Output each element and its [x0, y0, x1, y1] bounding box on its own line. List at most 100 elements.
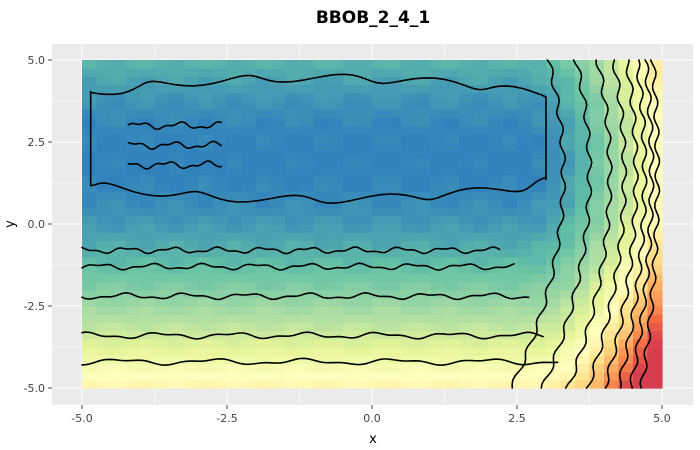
heatmap-cell	[618, 289, 634, 299]
heatmap-cell	[198, 371, 214, 381]
heatmap-cell	[604, 84, 620, 94]
heatmap-cell	[154, 347, 170, 356]
heatmap-cell	[169, 297, 185, 307]
heatmap-cell	[517, 207, 533, 217]
heatmap-cell	[314, 297, 330, 307]
heatmap-cell	[589, 76, 605, 86]
heatmap-cell	[140, 199, 156, 209]
heatmap-cell	[212, 232, 228, 241]
heatmap-cell	[227, 273, 243, 282]
heatmap-cell	[647, 207, 663, 217]
heatmap-cell	[415, 142, 431, 151]
heatmap-cell	[256, 232, 272, 241]
heatmap-cell	[328, 207, 344, 217]
contour-inner-line	[127, 121, 222, 131]
heatmap-cell	[241, 76, 257, 86]
heatmap-cell	[502, 150, 518, 159]
x-tick-label: -5.0	[71, 412, 92, 425]
heatmap-cell	[227, 199, 243, 209]
heatmap-cell	[415, 240, 431, 250]
heatmap-cell	[372, 379, 388, 389]
heatmap-cell	[401, 289, 417, 299]
heatmap-cell	[589, 207, 605, 217]
heatmap-cell	[256, 306, 272, 315]
heatmap-cell	[386, 68, 402, 77]
heatmap-cell	[357, 289, 373, 299]
heatmap-cell	[314, 199, 330, 209]
heatmap-cell	[314, 322, 330, 332]
heatmap-cell	[314, 109, 330, 118]
heatmap-cell	[328, 76, 344, 86]
heatmap-cell	[386, 191, 402, 200]
heatmap-cell	[575, 207, 591, 217]
heatmap-cell	[444, 256, 460, 266]
heatmap-cell	[82, 183, 98, 192]
heatmap-cell	[285, 265, 301, 274]
heatmap-cell	[386, 109, 402, 118]
heatmap-cell	[647, 215, 663, 225]
heatmap-cell	[299, 76, 315, 86]
heatmap-cell	[96, 68, 112, 77]
heatmap-cell	[386, 314, 402, 323]
heatmap-cell	[459, 224, 475, 233]
heatmap-cell	[96, 166, 112, 176]
heatmap-cell	[415, 109, 431, 118]
heatmap-cell	[314, 347, 330, 356]
heatmap-cell	[575, 191, 591, 200]
heatmap-cell	[633, 322, 649, 332]
heatmap-cell	[488, 84, 504, 94]
heatmap-cell	[270, 224, 286, 233]
heatmap-cell	[328, 273, 344, 282]
heatmap-cell	[531, 297, 547, 307]
heatmap-cell	[343, 379, 359, 389]
heatmap-cell	[212, 150, 228, 159]
heatmap-cell	[82, 256, 98, 266]
heatmap-cell	[473, 109, 489, 118]
heatmap-cell	[589, 330, 605, 340]
heatmap-cell	[647, 68, 663, 77]
heatmap-cell	[430, 306, 446, 315]
heatmap-cell	[111, 330, 127, 340]
heatmap-cell	[444, 125, 460, 135]
heatmap-cell	[241, 224, 257, 233]
heatmap-cell	[169, 256, 185, 266]
heatmap-cell	[546, 76, 562, 86]
heatmap-cell	[575, 84, 591, 94]
heatmap-cell	[415, 314, 431, 323]
heatmap-cell	[444, 240, 460, 250]
heatmap-cell	[212, 256, 228, 266]
heatmap-cell	[459, 68, 475, 77]
heatmap-cell	[517, 215, 533, 225]
heatmap-cell	[517, 256, 533, 266]
heatmap-cell	[285, 273, 301, 282]
heatmap-cell	[430, 109, 446, 118]
heatmap-cell	[328, 232, 344, 241]
heatmap-cell	[82, 297, 98, 307]
heatmap-cell	[140, 306, 156, 315]
heatmap-cell	[314, 289, 330, 299]
heatmap-cell	[285, 150, 301, 159]
heatmap-cell	[560, 133, 576, 143]
heatmap-cell	[270, 207, 286, 217]
heatmap-cell	[212, 371, 228, 381]
heatmap-cell	[401, 76, 417, 86]
heatmap-cell	[444, 150, 460, 159]
heatmap-cell	[285, 207, 301, 217]
heatmap-cell	[459, 338, 475, 348]
heatmap-cell	[299, 256, 315, 266]
heatmap-cell	[314, 248, 330, 258]
heatmap-cell	[82, 355, 98, 364]
heatmap-cell	[227, 379, 243, 389]
heatmap-cell	[502, 363, 518, 373]
heatmap-cell	[546, 150, 562, 159]
heatmap-cell	[531, 355, 547, 364]
heatmap-cell	[647, 240, 663, 250]
heatmap-cell	[299, 248, 315, 258]
heatmap-cell	[546, 207, 562, 217]
heatmap-cell	[169, 281, 185, 291]
heatmap-cell	[531, 347, 547, 356]
heatmap-cell	[459, 183, 475, 192]
heatmap-cell	[169, 347, 185, 356]
heatmap-cell	[154, 68, 170, 77]
heatmap-cell	[546, 224, 562, 233]
